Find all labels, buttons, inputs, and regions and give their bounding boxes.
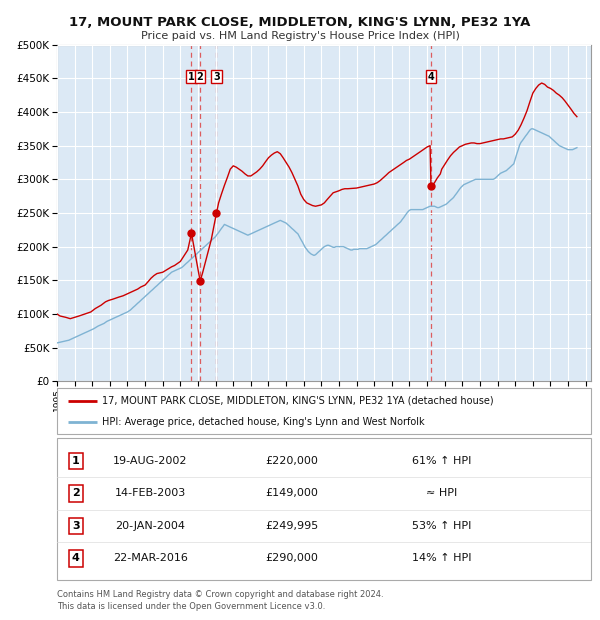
Text: 3: 3	[213, 72, 220, 82]
Text: 20-JAN-2004: 20-JAN-2004	[115, 521, 185, 531]
Text: £290,000: £290,000	[266, 554, 319, 564]
Text: 2: 2	[197, 72, 203, 82]
Text: 1: 1	[188, 72, 195, 82]
Text: £220,000: £220,000	[266, 456, 319, 466]
Text: 19-AUG-2002: 19-AUG-2002	[113, 456, 188, 466]
Text: HPI: Average price, detached house, King's Lynn and West Norfolk: HPI: Average price, detached house, King…	[103, 417, 425, 427]
Text: £149,000: £149,000	[266, 489, 319, 498]
Text: 17, MOUNT PARK CLOSE, MIDDLETON, KING'S LYNN, PE32 1YA (detached house): 17, MOUNT PARK CLOSE, MIDDLETON, KING'S …	[103, 396, 494, 405]
Text: Contains HM Land Registry data © Crown copyright and database right 2024.
This d: Contains HM Land Registry data © Crown c…	[57, 590, 383, 611]
Text: 2: 2	[72, 489, 80, 498]
Text: 22-MAR-2016: 22-MAR-2016	[113, 554, 188, 564]
Text: £249,995: £249,995	[265, 521, 319, 531]
Text: 3: 3	[72, 521, 80, 531]
Text: 4: 4	[72, 554, 80, 564]
Text: 14% ↑ HPI: 14% ↑ HPI	[412, 554, 471, 564]
FancyBboxPatch shape	[57, 388, 591, 434]
Text: ≈ HPI: ≈ HPI	[426, 489, 457, 498]
Text: 1: 1	[72, 456, 80, 466]
Text: Price paid vs. HM Land Registry's House Price Index (HPI): Price paid vs. HM Land Registry's House …	[140, 31, 460, 41]
Text: 17, MOUNT PARK CLOSE, MIDDLETON, KING'S LYNN, PE32 1YA: 17, MOUNT PARK CLOSE, MIDDLETON, KING'S …	[70, 16, 530, 29]
Text: 53% ↑ HPI: 53% ↑ HPI	[412, 521, 471, 531]
Text: 4: 4	[428, 72, 434, 82]
Text: 61% ↑ HPI: 61% ↑ HPI	[412, 456, 471, 466]
Text: 14-FEB-2003: 14-FEB-2003	[115, 489, 186, 498]
